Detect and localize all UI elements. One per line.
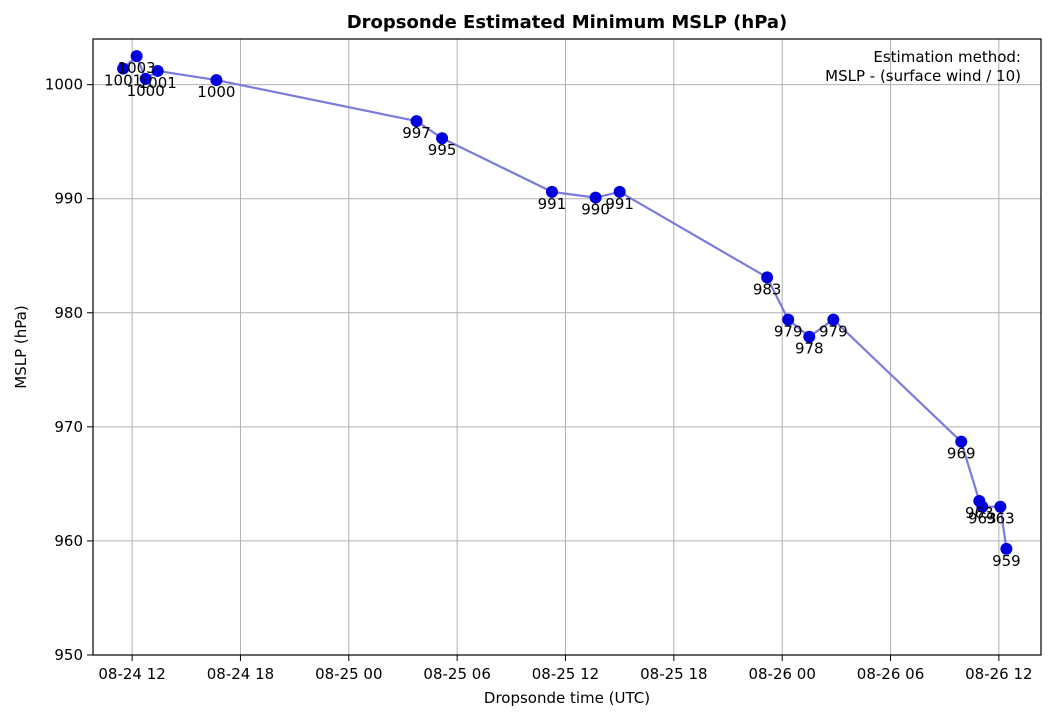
- plot-area-frame: [92, 38, 1042, 656]
- point-label: 1003: [118, 59, 156, 77]
- data-point: [782, 313, 795, 326]
- data-point: [210, 74, 223, 87]
- data-point: [589, 191, 602, 204]
- point-label: 963: [965, 504, 994, 522]
- x-axis-label: Dropsonde time (UTC): [484, 689, 650, 707]
- point-label: 990: [581, 201, 610, 219]
- series-line: [122, 54, 1008, 550]
- x-tick-label: 08-26 00: [748, 665, 815, 683]
- x-tick-label: 08-25 12: [532, 665, 599, 683]
- data-point: [151, 64, 164, 77]
- data-point: [827, 313, 840, 326]
- chart-title: Dropsonde Estimated Minimum MSLP (hPa): [347, 12, 788, 33]
- point-label: 979: [774, 323, 803, 341]
- x-tick-label: 08-24 18: [207, 665, 274, 683]
- point-label: 959: [992, 552, 1021, 570]
- data-point: [955, 435, 968, 448]
- y-tick-label: 990: [54, 190, 83, 208]
- annotation-line-1: Estimation method:: [873, 48, 1021, 66]
- data-point: [117, 62, 130, 75]
- series-mslp: [117, 50, 1013, 555]
- data-point: [1000, 542, 1013, 555]
- data-point: [976, 500, 989, 513]
- data-point: [139, 72, 152, 85]
- x-tick-label: 08-26 12: [965, 665, 1032, 683]
- y-axis-label: MSLP (hPa): [12, 305, 30, 388]
- point-label: 1001: [139, 74, 177, 92]
- point-label: 963: [968, 510, 997, 528]
- y-tick-label: 970: [54, 418, 83, 436]
- data-point: [761, 271, 774, 284]
- y-tick-label: 1000: [45, 76, 83, 94]
- y-tick-label: 980: [54, 304, 83, 322]
- axis-ticks: 08-24 12 08-24 18 08-25 00 08-25 06 08-25 12…: [45, 76, 1033, 683]
- data-point: [436, 132, 449, 145]
- point-label: 991: [538, 195, 567, 213]
- point-label: 979: [819, 323, 848, 341]
- x-tick-label: 08-24 12: [98, 665, 165, 683]
- data-point: [545, 185, 558, 198]
- x-tick-label: 08-25 06: [423, 665, 490, 683]
- point-label: 1000: [197, 83, 235, 101]
- data-point: [410, 115, 423, 128]
- y-tick-label: 950: [54, 646, 83, 664]
- point-label: 995: [428, 141, 457, 159]
- data-point: [613, 185, 626, 198]
- point-label: 963: [986, 510, 1015, 528]
- data-point: [803, 330, 816, 343]
- x-tick-label: 08-25 18: [640, 665, 707, 683]
- data-point: [130, 50, 143, 63]
- x-tick-label: 08-25 00: [315, 665, 382, 683]
- y-tick-label: 960: [54, 532, 83, 550]
- data-point: [994, 500, 1007, 513]
- point-label: 978: [795, 340, 824, 358]
- point-label: 969: [947, 445, 976, 463]
- x-tick-label: 08-26 06: [857, 665, 924, 683]
- point-label: 1000: [127, 82, 165, 100]
- point-label: 1001: [104, 72, 142, 90]
- grid: [93, 39, 1041, 656]
- annotation-line-2: MSLP - (surface wind / 10): [825, 67, 1021, 85]
- point-label: 991: [605, 195, 634, 213]
- point-label: 997: [402, 124, 431, 142]
- point-label: 983: [753, 280, 782, 298]
